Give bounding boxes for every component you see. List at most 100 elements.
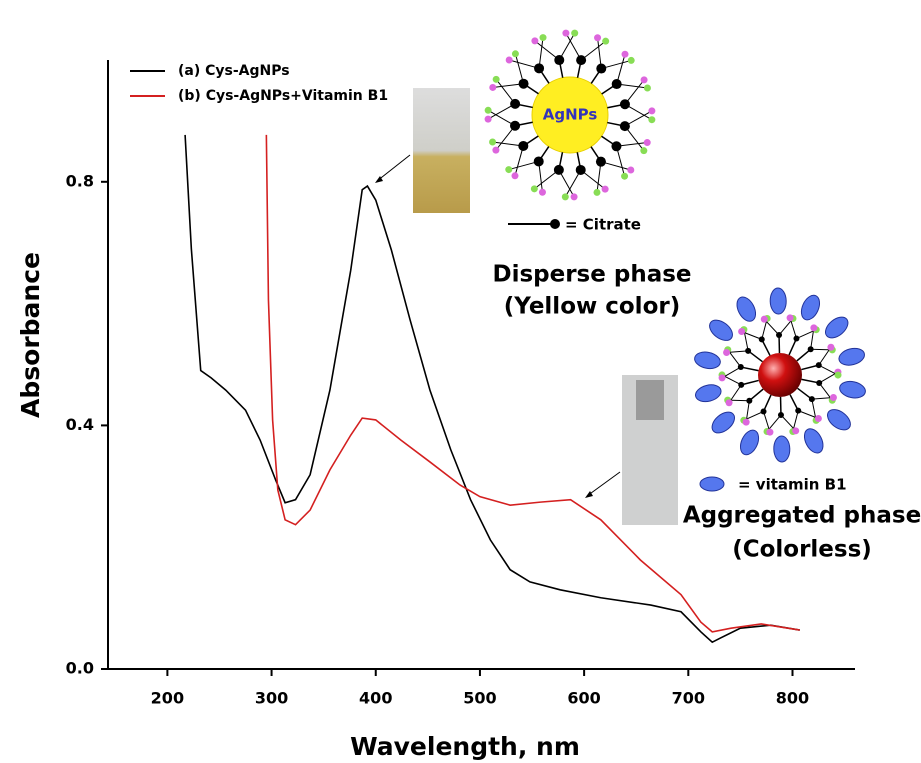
ligand-end [621,172,629,180]
agnp-sphere [531,76,609,154]
ligand-end [829,394,837,402]
y-tick-label: 0.8 [66,171,94,190]
ligand-end [562,29,570,37]
ligand-end [492,146,500,154]
ligand-end [530,185,538,193]
ligand [801,364,819,371]
ligand-end [738,328,746,336]
y-tick-label: 0.4 [66,415,94,434]
ligand-end [760,315,768,323]
legend-label: (b) Cys-AgNPs+Vitamin B1 [178,88,388,104]
ligand-end [505,166,513,174]
ligand [728,384,742,404]
ligand [495,79,516,105]
illustrations [375,29,866,525]
ligand [558,169,575,198]
ligand [797,387,813,400]
ligand-end [492,75,500,83]
series-line [184,134,800,644]
vitamin-b1 [694,351,721,370]
ligand [748,388,764,402]
annotation: (Yellow color) [504,294,680,320]
ligand-end [484,106,492,114]
ligand [597,37,602,69]
vitamin-b1 [773,435,791,463]
ligand [538,161,543,193]
vitamin-b1 [736,296,757,322]
ligand [616,142,648,147]
vitamin-b1 [769,287,787,315]
ligand-end [511,50,519,58]
ligand-dot [554,55,565,66]
ligand [615,146,626,177]
ligand-end [766,428,774,436]
ligand-end [786,314,794,322]
ligand [763,411,771,433]
ligand [580,169,606,190]
ligand [487,109,516,127]
ligand-end [538,188,546,196]
ligand-end [827,343,835,351]
ligand-end [643,84,651,92]
ligand [818,346,832,366]
ligand-end [725,399,733,407]
ligand [600,161,631,171]
vitamin-b1 [827,409,851,431]
vitamin-b1 [709,319,733,341]
annotation: Aggregated phase [683,503,921,529]
x-tick-label: 300 [255,689,288,708]
x-tick-label: 500 [463,689,496,708]
ligand-end [602,37,610,45]
ligand-end [810,324,818,332]
ligand [741,379,759,386]
ligand-end [718,374,726,382]
ligand [534,169,560,190]
vial-cap [636,380,664,420]
ligand [580,40,606,61]
x-tick-label: 700 [672,689,705,708]
x-tick-label: 400 [359,689,392,708]
ligand [492,141,524,147]
ligand [788,338,798,356]
ligand [810,327,815,350]
ligand [747,350,763,363]
vitamin-b1 [695,384,722,403]
ligand-end [561,193,569,201]
ligand [616,83,648,89]
x-tick-label: 200 [151,689,184,708]
ligand [741,331,762,340]
ligand-end [601,185,609,193]
ligand [763,318,780,336]
ligand-end [593,188,601,196]
ligand-end [792,427,800,435]
ligand [487,103,516,120]
ligand [558,32,576,61]
ligand-end [640,76,648,84]
ligand [616,54,626,85]
annotation: Disperse phase [492,262,691,288]
y-axis-label: Absorbance [16,252,45,418]
ligand [564,169,582,198]
ligand [601,59,632,70]
annotation: (Colorless) [732,537,872,563]
ligand [624,125,645,151]
ligand [495,125,516,151]
ligand-end [489,83,497,91]
ligand-end [511,172,519,180]
ligand-end [489,138,497,146]
y-tick-label: 0.0 [66,659,94,678]
citrate-legend [550,219,560,229]
ligand-end [570,193,578,201]
vitamin-b1 [711,411,735,434]
ligand-end [643,139,651,147]
arrow [586,471,621,497]
ligand [789,317,797,339]
arrow-head [585,491,593,498]
ligand-end [571,29,579,37]
ligand-end [531,37,539,45]
ligand-end [834,371,842,379]
arrow [376,154,411,182]
ligand [565,32,582,61]
x-tick-label: 800 [776,689,809,708]
annotation: = vitamin B1 [738,476,847,494]
